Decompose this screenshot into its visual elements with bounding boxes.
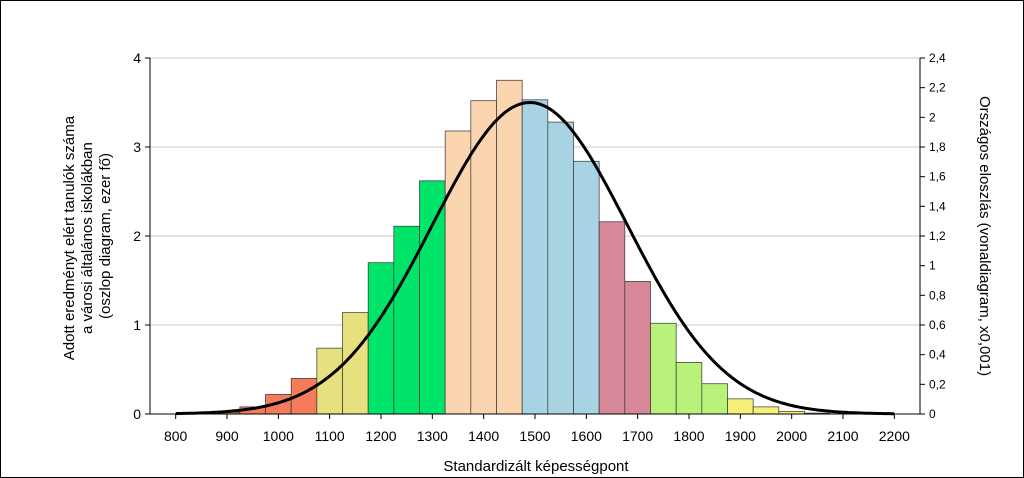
bar (496, 79, 523, 415)
y2-tick-label: 1,4 (929, 199, 946, 213)
x-tick-label: 1900 (725, 428, 756, 444)
y-tick-labels: 0 1 2 3 4 (133, 50, 141, 422)
x-axis-label: Standardizált képességpont (443, 458, 629, 475)
y2-tick-label: 2,4 (929, 51, 946, 65)
bar (444, 130, 472, 415)
series-line-orszagos-eloszlas (175, 100, 895, 416)
y2-tick-label: 2,2 (929, 81, 946, 95)
y-tick-label: 4 (133, 50, 141, 66)
bar (650, 322, 677, 415)
x-tick-label: 2100 (827, 428, 858, 444)
bar (675, 362, 703, 415)
x-tick-label: 1300 (417, 428, 448, 444)
bar (752, 406, 780, 415)
y-axis-label: Adott eredményt elért tanulók száma a vá… (61, 112, 114, 360)
y2-tick-labels: 0 0,2 0,4 0,6 0,8 1 1,2 1,4 1,6 1,8 2 2,2 2,4 (929, 51, 946, 421)
y2-tick-label: 0,6 (929, 318, 946, 332)
bar (470, 100, 497, 415)
bar (573, 160, 600, 415)
y-tick-label: 3 (133, 139, 141, 155)
y2-axis-label: Országos eloszlás (vonaldiagram, x0,001) (976, 96, 993, 376)
y-axis-label-line-3: (oszlop diagram, ezer fő) (97, 153, 114, 319)
x-tick-label: 1800 (673, 428, 704, 444)
y-tick-label: 0 (133, 406, 141, 422)
bar (342, 312, 369, 415)
x-tick-label: 1200 (365, 428, 396, 444)
y-axis-label-line-1: Adott eredményt elért tanulók száma (61, 115, 78, 360)
bar (598, 221, 626, 415)
bar (624, 281, 651, 415)
x-tick-label: 900 (215, 428, 239, 444)
x-tick-label: 1700 (622, 428, 653, 444)
y2-tick-label: 1 (929, 259, 936, 273)
x-tick-label: 1500 (519, 428, 550, 444)
y2-tick-label: 1,6 (929, 170, 946, 184)
bar (727, 398, 754, 415)
x-tick-label: 1400 (468, 428, 499, 444)
x-tick-label: 1000 (263, 428, 294, 444)
x-tick-labels: 800 900 1000 1100 1200 1300 1400 1500 1600 1700 18… (164, 428, 910, 444)
y2-tick-label: 0 (929, 407, 936, 421)
y-tick-label: 1 (133, 317, 141, 333)
bar (419, 180, 446, 415)
y2-tick-label: 1,8 (929, 140, 946, 154)
x-tick-label: 1600 (571, 428, 602, 444)
curve-group (175, 100, 895, 416)
bar (547, 121, 574, 415)
y2-tick-label: 2 (929, 110, 936, 124)
y-tick-label: 2 (133, 228, 141, 244)
y2-tick-label: 0,8 (929, 288, 946, 302)
y2-tick-label: 1,2 (929, 229, 946, 243)
bar (701, 383, 728, 415)
y2-tick-label: 0,4 (929, 348, 946, 362)
x-tick-label: 2200 (879, 428, 910, 444)
x-tick-label: 1100 (315, 428, 345, 444)
y-axis-label-line-2: a városi általános iskolákban (79, 142, 96, 334)
bar (367, 262, 395, 415)
y2-tick-label: 0,2 (929, 377, 946, 391)
bars (213, 79, 831, 415)
bar (521, 99, 549, 415)
axes (145, 57, 925, 419)
x-tick-label: 800 (164, 428, 188, 444)
x-tick-label: 2000 (776, 428, 807, 444)
